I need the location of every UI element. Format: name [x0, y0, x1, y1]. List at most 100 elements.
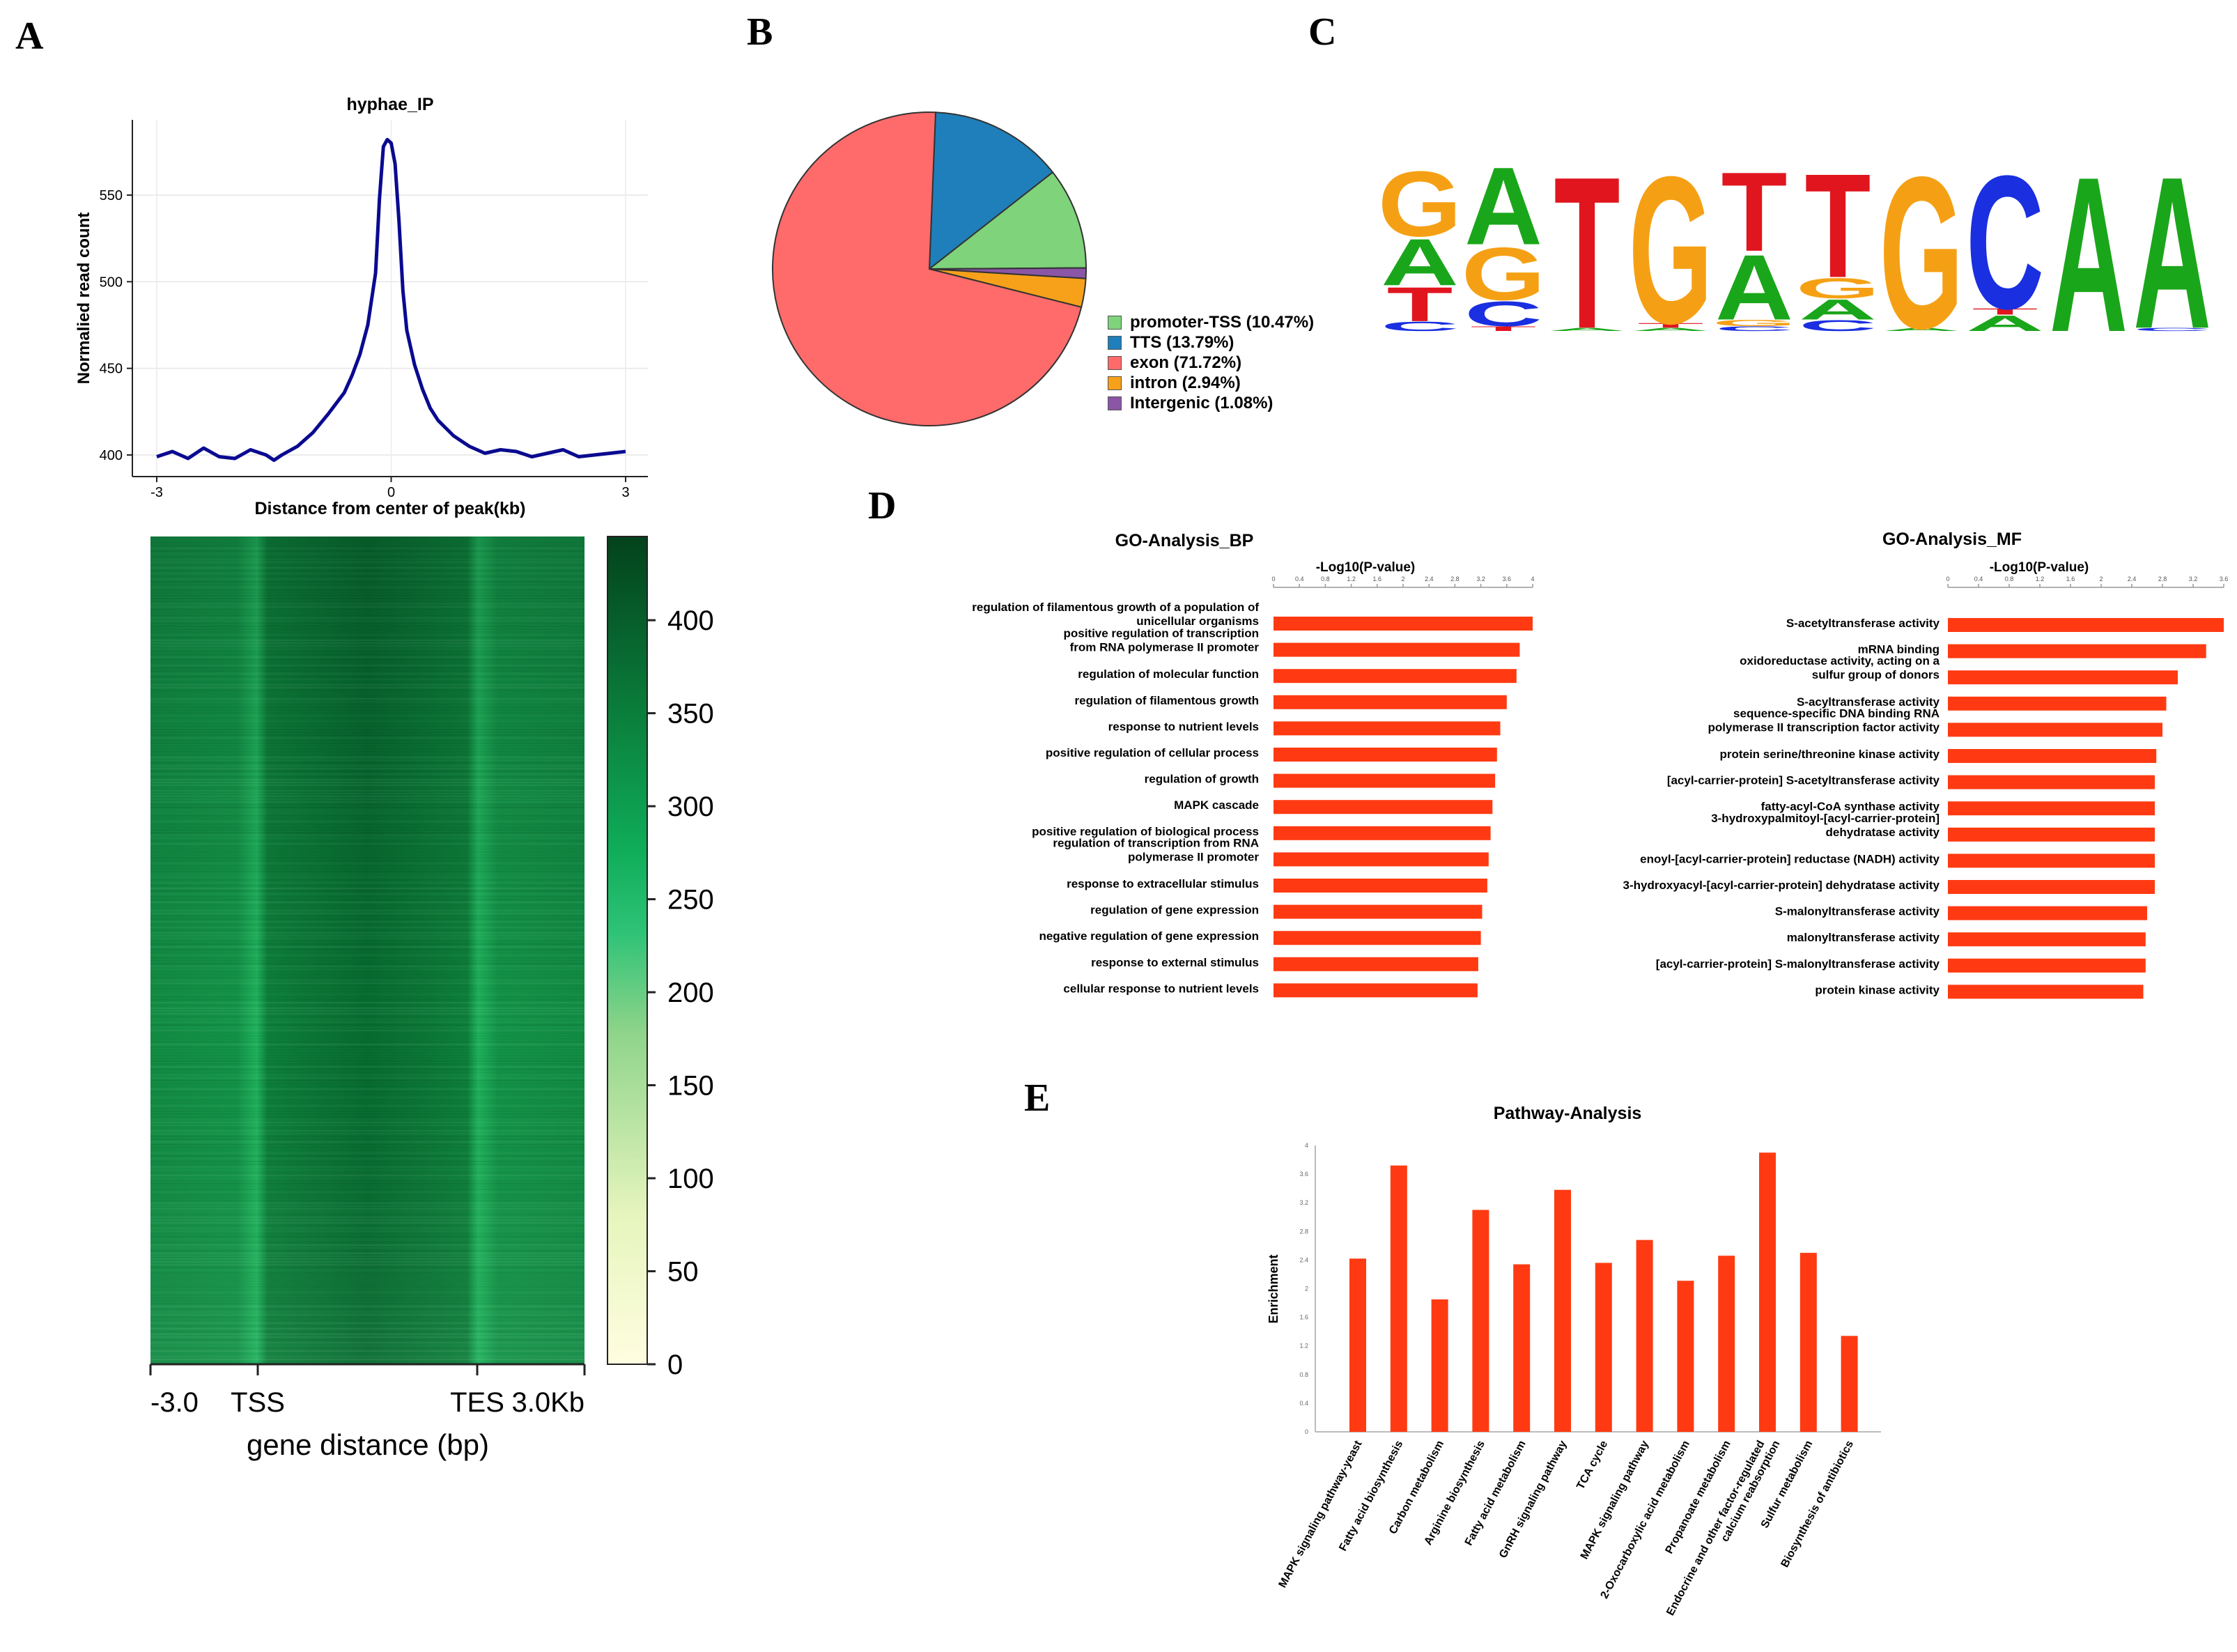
go-bar-label: regulation of molecular function — [1078, 667, 1259, 681]
motif-letter: C — [1966, 137, 2044, 349]
motif-letter-C: C — [1799, 317, 1877, 334]
motif-letter: A — [1548, 327, 1626, 332]
motif-letter-A: A — [2133, 132, 2211, 374]
legend-swatch-exon — [1108, 355, 1122, 370]
go-axis-tick-label: 1.6 — [1373, 576, 1382, 582]
heatmap-x-label: gene distance (bp) — [247, 1428, 489, 1461]
pathway-y-tick-label: 3.6 — [1299, 1171, 1308, 1178]
motif-letter: C — [2133, 327, 2211, 332]
go-bar — [1274, 931, 1481, 945]
motif-letter: C — [1715, 325, 1793, 333]
go-bar-label: malonyltransferase activity — [1787, 931, 1940, 944]
pathway-y-tick-label: 1.6 — [1299, 1314, 1308, 1321]
go-bar — [1274, 617, 1533, 631]
pie-legend: promoter-TSS (10.47%) TTS (13.79%) exon … — [1108, 312, 1314, 413]
motif-letter-G: G — [1796, 272, 1880, 304]
pathway-bar — [1390, 1165, 1407, 1432]
go-mf-axis-label: -Log10(P-value) — [1990, 560, 2089, 575]
go-bar-label: [acyl-carrier-protein] S-malonyltransfer… — [1656, 957, 1940, 971]
legend-label-intron: intron (2.94%) — [1130, 373, 1241, 392]
go-bp-title: GO-Analysis_BP — [1115, 531, 1254, 550]
heatmap-x-tick-label: TSS — [231, 1387, 285, 1418]
pie-slice-exon — [772, 111, 1083, 427]
pathway-bar — [1759, 1152, 1776, 1432]
go-bar — [1948, 880, 2155, 894]
panel-label-e: E — [1024, 1076, 1050, 1120]
colorbar-tick-label: 150 — [667, 1071, 714, 1102]
profile-y-label: Normalied read count — [75, 213, 93, 385]
motif-letter-T: T — [1471, 325, 1537, 333]
heatmap-x-tick-label: TES — [450, 1387, 504, 1418]
motif-letter: T — [1638, 322, 1704, 330]
panel-label-a: A — [15, 15, 44, 58]
go-bar-label: 3-hydroxypalmitoyl-[acyl-carrier-protein… — [1711, 812, 1940, 825]
go-bar — [1274, 748, 1497, 762]
go-bar — [1274, 773, 1496, 788]
pathway-y-tick-label: 2 — [1305, 1286, 1308, 1292]
heatmap-shading — [150, 536, 585, 1364]
motif-letter: A — [1715, 236, 1793, 339]
pathway-bar — [1349, 1258, 1366, 1433]
go-bar-label: polymerase II transcription factor activ… — [1708, 720, 1940, 734]
go-axis-tick-label: 2.4 — [1425, 576, 1434, 582]
motif-letter: G — [1796, 272, 1880, 304]
legend-item-intron: intron (2.94%) — [1108, 373, 1314, 393]
go-bar — [1948, 618, 2224, 632]
colorbar-tick-label: 300 — [667, 792, 714, 822]
profile-title: hyphae_IP — [346, 95, 433, 114]
heatmap-x-tick-label: 3.0Kb — [511, 1387, 585, 1418]
peak-annotation-pie — [772, 111, 1087, 427]
motif-letter-A: A — [1715, 236, 1793, 339]
go-axis-tick-label: 3.2 — [2189, 576, 2198, 582]
motif-letter-G: G — [1712, 318, 1797, 328]
go-bar — [1948, 801, 2155, 816]
motif-letter: C — [1799, 317, 1877, 334]
profile-x-tick-label: 3 — [621, 485, 629, 500]
motif-letter: A — [1966, 311, 2044, 336]
pathway-y-tick-label: 0.4 — [1299, 1400, 1308, 1407]
pathway-y-tick-label: 1.2 — [1299, 1343, 1308, 1350]
go-bar — [1274, 695, 1507, 709]
go-bar-label: polymerase II promoter — [1128, 850, 1259, 863]
motif-letter-T: T — [1638, 322, 1704, 330]
motif-letter-T: T — [1972, 307, 2038, 316]
pathway-bar — [1636, 1240, 1653, 1433]
motif-letter-C: C — [2133, 327, 2211, 332]
go-bar — [1274, 904, 1483, 919]
motif-letter: T — [1721, 148, 1788, 275]
colorbar-tick-label: 0 — [667, 1350, 683, 1380]
motif-letter-C: C — [1381, 319, 1459, 334]
go-bar — [1948, 644, 2206, 658]
motif-letter-A: A — [1464, 145, 1542, 268]
pathway-bar — [1677, 1281, 1694, 1432]
colorbar-tick-label: 100 — [667, 1164, 714, 1194]
legend-item-exon: exon (71.72%) — [1108, 353, 1314, 373]
go-bar-label: negative regulation of gene expression — [1039, 929, 1259, 943]
motif-letter-C: C — [1464, 295, 1542, 334]
profile-series-line — [156, 137, 626, 462]
motif-letter: A — [1799, 293, 1877, 325]
pathway-chart: Pathway-Analysis Enrichment 0 0.4 0.8 1.2 1.… — [1267, 1104, 1881, 1618]
pathway-y-tick-label: 0.8 — [1299, 1371, 1308, 1378]
go-axis-tick-label: 1.6 — [2066, 576, 2075, 582]
profile-x-ticks: -3 0 3 — [150, 477, 630, 500]
motif-letter-G: G — [1880, 132, 1964, 374]
pathway-bar — [1431, 1299, 1448, 1433]
go-bar-label: unicellular organisms — [1136, 615, 1259, 628]
motif-letter: G — [1880, 132, 1964, 374]
panel-label-b: B — [747, 10, 773, 54]
go-bar — [1274, 642, 1520, 657]
motif-letter-G: G — [1462, 232, 1546, 316]
motif-letter: A — [1882, 327, 1960, 332]
go-mf-title: GO-Analysis_MF — [1882, 530, 2022, 549]
go-bar — [1274, 879, 1487, 893]
motif-letter: T — [1972, 307, 2038, 316]
pathway-bar — [1554, 1189, 1571, 1433]
go-axis-tick-label: 0.8 — [1321, 576, 1330, 582]
colorbar-tick-label: 50 — [667, 1257, 699, 1288]
go-mf-chart: GO-Analysis_MF -Log10(P-value) 0 0.4 0.8 1.… — [1623, 530, 2228, 999]
go-bar-label: regulation of transcription from RNA — [1053, 836, 1259, 849]
go-bar-label: positive regulation of biological proces… — [1032, 825, 1259, 838]
motif-letter-A: A — [2050, 131, 2128, 378]
pathway-bar — [1799, 1253, 1817, 1433]
